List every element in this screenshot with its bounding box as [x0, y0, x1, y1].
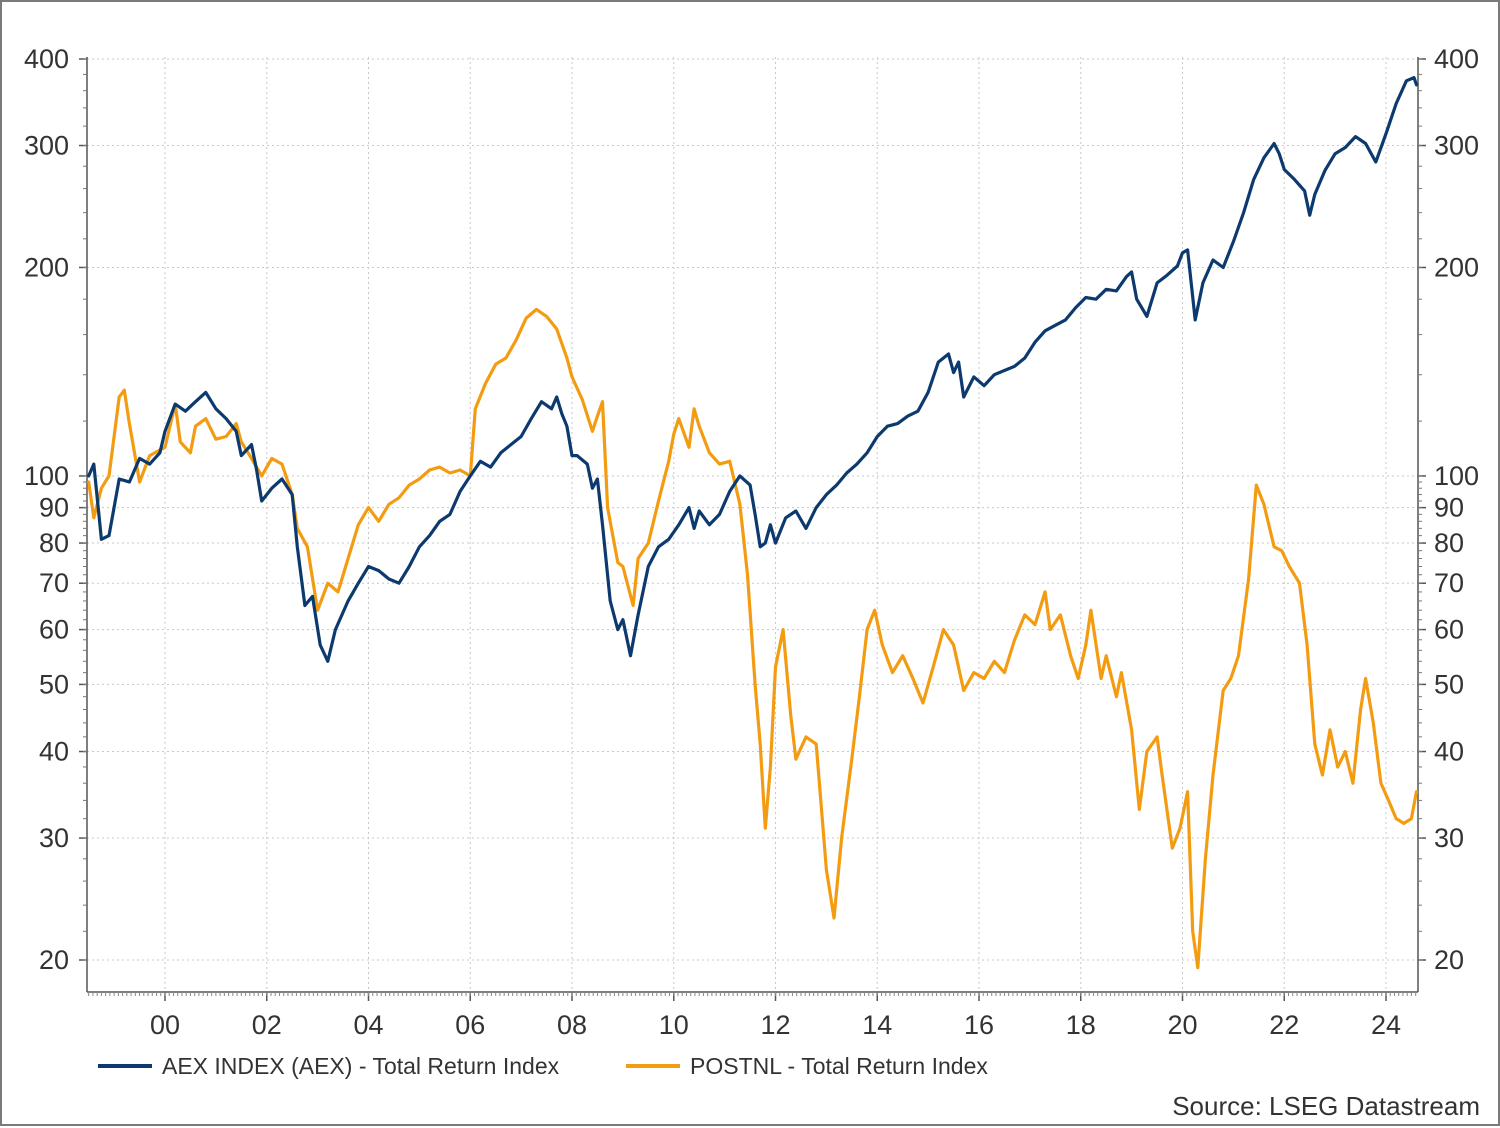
x-tick-label: 00	[150, 1010, 180, 1040]
y-tick-label-left: 300	[24, 131, 69, 161]
axes	[86, 57, 1419, 993]
x-tick-label: 04	[353, 1010, 383, 1040]
y-tick-label-right: 40	[1434, 737, 1464, 767]
y-tick-label-left: 30	[39, 823, 69, 853]
y-tick-label-right: 90	[1434, 493, 1464, 523]
series-line-postnl	[87, 307, 1419, 970]
series-line-aex	[87, 76, 1419, 663]
y-tick-label-left: 50	[39, 669, 69, 699]
y-tick-label-left: 40	[39, 737, 69, 767]
y-tick-label-right: 20	[1434, 945, 1464, 975]
legend: AEX INDEX (AEX) - Total Return Index POS…	[98, 1053, 988, 1079]
y-tick-label-right: 300	[1434, 131, 1479, 161]
x-tick-label: 02	[252, 1010, 282, 1040]
x-tick-label: 16	[964, 1010, 994, 1040]
y-tick-label-left: 80	[39, 528, 69, 558]
y-tick-label-left: 20	[39, 945, 69, 975]
y-tick-label-left: 90	[39, 493, 69, 523]
x-tick-label: 24	[1371, 1010, 1401, 1040]
x-tick-label: 22	[1269, 1010, 1299, 1040]
y-tick-label-left: 100	[24, 461, 69, 491]
source-note: Source: LSEG Datastream	[1172, 1091, 1480, 1121]
x-tick-label: 14	[862, 1010, 892, 1040]
y-tick-label-right: 50	[1434, 669, 1464, 699]
legend-label-aex: AEX INDEX (AEX) - Total Return Index	[162, 1053, 560, 1079]
x-tick-label: 06	[455, 1010, 485, 1040]
y-tick-label-left: 200	[24, 252, 69, 282]
x-tick-label: 08	[557, 1010, 587, 1040]
series	[87, 76, 1419, 970]
y-tick-label-right: 70	[1434, 568, 1464, 598]
y-tick-label-left: 60	[39, 615, 69, 645]
y-tick-label-right: 200	[1434, 252, 1479, 282]
y-tick-label-right: 80	[1434, 528, 1464, 558]
y-tick-label-right: 30	[1434, 823, 1464, 853]
y-tick-label-left: 70	[39, 568, 69, 598]
x-tick-label: 18	[1066, 1010, 1096, 1040]
y-tick-label-right: 400	[1434, 44, 1479, 74]
y-tick-label-right: 100	[1434, 461, 1479, 491]
x-tick-label: 12	[760, 1010, 790, 1040]
y-tick-label-right: 60	[1434, 615, 1464, 645]
y-tick-label-left: 400	[24, 44, 69, 74]
x-tick-label: 10	[659, 1010, 689, 1040]
x-tick-label: 20	[1167, 1010, 1197, 1040]
legend-label-postnl: POSTNL - Total Return Index	[690, 1053, 988, 1079]
grid	[87, 57, 1418, 992]
